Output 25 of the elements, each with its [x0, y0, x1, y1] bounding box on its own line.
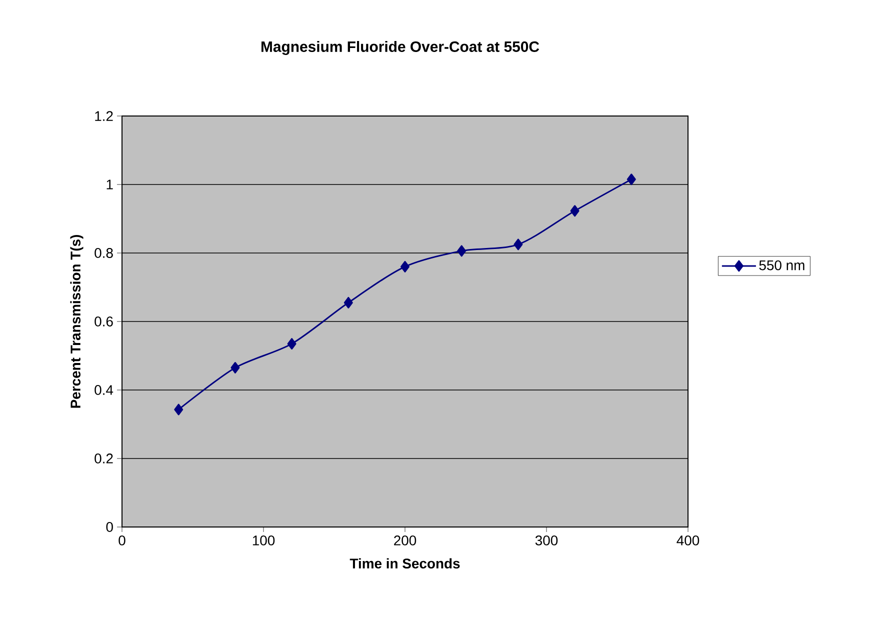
- x-axis-title: Time in Seconds: [350, 558, 460, 568]
- x-tick-label: 400: [676, 536, 700, 546]
- y-tick-label: 1.2: [95, 111, 113, 121]
- y-tick-label: 0.2: [94, 454, 113, 464]
- point: [514, 238, 523, 250]
- chart-title: Magnesium Fluoride Over-Coat at 550C: [261, 40, 540, 55]
- point: [457, 245, 466, 257]
- point: [230, 362, 240, 374]
- legend-label: 550 nm: [759, 260, 804, 270]
- point: [400, 260, 410, 272]
- x-tick-label: 200: [394, 536, 416, 546]
- y-tick-label: 1: [106, 180, 113, 190]
- point: [570, 205, 580, 217]
- y-tick-label: 0.8: [94, 248, 113, 258]
- y-tick-label: 0: [106, 522, 113, 532]
- y-tick-label: 0.4: [94, 385, 114, 395]
- point: [626, 174, 636, 186]
- x-tick-label: 300: [535, 536, 558, 546]
- point: [287, 338, 296, 350]
- y-axis-title: Percent Transmission T(s): [70, 235, 84, 408]
- y-tick-label: 0.6: [94, 316, 113, 326]
- point: [344, 296, 353, 308]
- point: [174, 404, 184, 416]
- x-tick-label: 0: [118, 536, 126, 546]
- x-tick-label: 100: [252, 536, 275, 546]
